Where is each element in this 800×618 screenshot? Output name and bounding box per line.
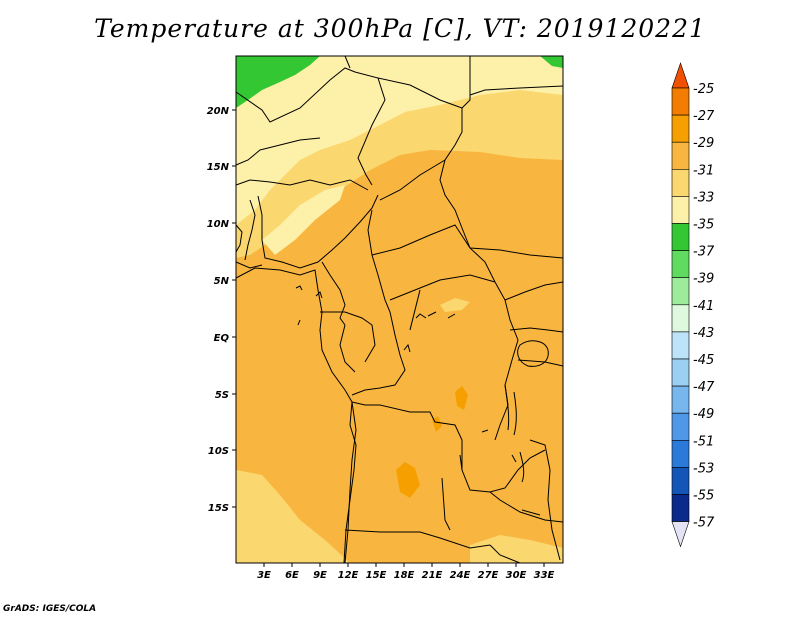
- grads-credit: GrADS: IGES/COLA: [3, 604, 97, 614]
- colorbar-label: -45: [693, 353, 714, 368]
- colorbar-label: -43: [693, 326, 714, 341]
- lon-label-24e: 24E: [450, 570, 471, 581]
- colorbar-top-triangle: [671, 62, 690, 89]
- lon-label-12e: 12E: [338, 570, 359, 581]
- colorbar-label: -51: [693, 434, 714, 449]
- lon-label-9e: 9E: [313, 570, 327, 581]
- lon-label-27e: 27E: [478, 570, 499, 581]
- lat-label-15s: 15S: [208, 503, 229, 514]
- field-pale-yellow: [236, 56, 563, 225]
- map-panel: 20N 15N 10N 5N EQ 5S 10S 15S 3E 6E 9E 12…: [207, 55, 564, 581]
- colorbar-box: [671, 358, 690, 387]
- lon-label-18e: 18E: [394, 570, 415, 581]
- colorbar-box: [671, 250, 690, 279]
- colorbar-box: [671, 114, 690, 143]
- coastline: [235, 267, 357, 564]
- colorbar-box: [671, 141, 690, 170]
- colorbar-label: -53: [693, 461, 714, 476]
- field-light-yellow-se: [470, 535, 563, 563]
- colorbar-box: [671, 169, 690, 197]
- lon-label-6e: 6E: [285, 570, 299, 581]
- colorbar-box: [671, 87, 690, 116]
- colorbar-label: -57: [693, 516, 715, 531]
- colorbar-label: -37: [693, 245, 715, 260]
- colorbar-label: -39: [693, 272, 714, 287]
- colorbar: -25 -27 -29 -31 -33 -35 -37 -39 -41 -43 -45 -47 -49 -…: [671, 62, 715, 548]
- colorbar-box: [671, 494, 690, 522]
- colorbar-label: -35: [693, 218, 714, 233]
- colorbar-label: -31: [693, 163, 714, 178]
- lat-label-5n: 5N: [214, 276, 230, 287]
- field-light-yellow-sw: [236, 470, 350, 563]
- colorbar-box: [671, 385, 690, 414]
- colorbar-box: [671, 412, 690, 441]
- colorbar-box: [671, 277, 690, 306]
- lon-label-3e: 3E: [257, 570, 271, 581]
- field-green-nw: [236, 56, 320, 108]
- chart-title: Temperature at 300hPa [C], VT: 201912022…: [94, 14, 706, 43]
- lon-axis: [263, 563, 545, 567]
- lat-label-15n: 15N: [207, 162, 230, 173]
- colorbar-box: [671, 331, 690, 360]
- lon-label-15e: 15E: [366, 570, 387, 581]
- country-borders: [235, 55, 564, 564]
- map-frame: [235, 55, 564, 564]
- lakes-islands: [295, 285, 541, 516]
- colorbar-label: -41: [693, 299, 714, 314]
- colorbar-label: -47: [693, 380, 715, 395]
- colorbar-box: [671, 304, 690, 333]
- lat-label-20n: 20N: [207, 106, 230, 117]
- lat-label-5s: 5S: [215, 390, 229, 401]
- colorbar-label: -27: [693, 109, 715, 124]
- field-pale-yellow-patch: [262, 185, 345, 255]
- lat-label-eq: EQ: [214, 333, 230, 344]
- colorbar-box: [671, 196, 690, 224]
- field-green-ne: [540, 56, 563, 68]
- lat-axis: [232, 109, 236, 508]
- colorbar-label: -49: [693, 407, 714, 422]
- lat-label-10s: 10S: [208, 446, 229, 457]
- colorbar-box: [671, 439, 690, 468]
- colorbar-box: [671, 223, 690, 251]
- colorbar-bottom-triangle: [671, 521, 690, 548]
- lon-label-21e: 21E: [422, 570, 443, 581]
- colorbar-label: -55: [693, 489, 714, 504]
- field-deep-orange-1: [396, 462, 420, 498]
- colorbar-label: -25: [693, 82, 714, 97]
- field-deep-orange-2: [455, 386, 468, 410]
- colorbar-label: -33: [693, 190, 714, 205]
- lon-label-33e: 33E: [534, 570, 555, 581]
- lon-label-30e: 30E: [506, 570, 527, 581]
- lat-label-10n: 10N: [207, 219, 230, 230]
- colorbar-box: [671, 467, 690, 495]
- colorbar-label: -29: [693, 136, 714, 151]
- field-yellow-patch-congo: [440, 298, 470, 312]
